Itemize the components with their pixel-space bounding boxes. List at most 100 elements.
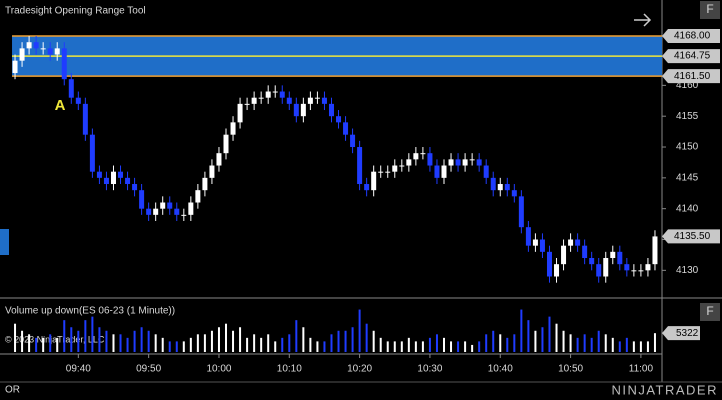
volume-bar [351, 327, 354, 352]
candle-body [230, 122, 236, 135]
volume-bar [365, 323, 368, 352]
candle [237, 97, 243, 129]
volume-bar [21, 330, 24, 352]
candle-body [244, 103, 250, 105]
side-tab[interactable] [0, 229, 9, 255]
volume-bar [611, 337, 614, 352]
candle [378, 165, 384, 178]
volume-bar [541, 327, 544, 352]
candle [75, 91, 81, 111]
candle [314, 91, 320, 104]
candle-body [300, 103, 306, 117]
volume-bar [182, 341, 185, 352]
candle [26, 36, 32, 55]
candle [272, 85, 278, 98]
candle-body [125, 177, 131, 185]
volume-bar [534, 330, 537, 352]
candle [244, 97, 250, 111]
volume-bar [464, 341, 467, 352]
candle [181, 208, 187, 222]
volume-bar [513, 334, 516, 352]
candle-body [638, 270, 644, 272]
volume-bar [428, 337, 431, 352]
volume-bar [302, 327, 305, 352]
candle [343, 116, 349, 141]
candle-body [314, 97, 320, 99]
candle-body [539, 239, 545, 252]
button-f-label[interactable]: F [706, 2, 713, 16]
button-f-volume-label[interactable]: F [706, 304, 713, 318]
x-tick-label: 10:20 [347, 364, 372, 375]
x-tick-label: 09:50 [136, 364, 161, 375]
volume-bar [281, 337, 284, 352]
volume-bar [274, 341, 277, 352]
candle [427, 147, 433, 172]
candle-body [336, 116, 342, 123]
candle-body [399, 165, 405, 167]
candle-body [110, 171, 116, 185]
candle-body [47, 48, 53, 55]
candle-body [561, 245, 567, 265]
volume-bar [112, 334, 115, 352]
candle-body [385, 171, 391, 173]
candle [132, 177, 138, 197]
candle [511, 184, 517, 203]
candle-body [40, 48, 46, 50]
copyright: © 2023 NinjaTrader, LLC [5, 334, 105, 344]
volume-bar [555, 323, 558, 352]
volume-bar [189, 337, 192, 352]
annotation: A [55, 97, 66, 114]
volume-bar [232, 330, 235, 352]
candle [490, 171, 496, 197]
candle [448, 153, 454, 172]
candle-body [603, 258, 609, 277]
candle [455, 153, 461, 172]
candle-body [631, 270, 637, 272]
candle [631, 264, 637, 277]
candle [518, 190, 524, 234]
candle-body [420, 153, 426, 155]
candle [40, 42, 46, 55]
candle [561, 239, 567, 271]
candle [483, 159, 489, 185]
volume-bar [548, 316, 551, 352]
candle-body [596, 264, 602, 277]
volume-bar [372, 330, 375, 352]
candle-body [413, 153, 419, 160]
candle-body [343, 122, 349, 135]
y-tick-label: 4160 [676, 80, 699, 91]
candle-body [497, 184, 503, 191]
volume-bar [28, 334, 31, 352]
volume-bar [35, 337, 38, 352]
candle [469, 153, 475, 166]
candle [110, 165, 116, 191]
candle-body [209, 165, 215, 178]
candle-body [462, 159, 468, 166]
price-tag [662, 229, 720, 244]
candle [610, 245, 616, 265]
candle-body [223, 134, 229, 154]
candle [89, 128, 95, 178]
volume-bar [400, 341, 403, 352]
volume-bar [196, 334, 199, 352]
volume-bar [147, 330, 150, 352]
candle [336, 110, 342, 129]
plot-layer: 413041354140414541504155416009:4009:5010… [5, 29, 720, 375]
candle-body [153, 208, 159, 215]
candle [596, 258, 602, 283]
button-f[interactable] [700, 1, 720, 19]
candle [174, 202, 180, 222]
candle-body [546, 251, 552, 277]
candle-body [455, 159, 461, 166]
candle-body [441, 165, 447, 178]
nav-arrow[interactable] [634, 13, 652, 27]
volume-tag-label: 5322 [676, 328, 699, 339]
volume-bar [225, 323, 227, 352]
volume-bar [239, 327, 242, 352]
candle-body [61, 48, 67, 80]
candle [539, 233, 545, 259]
candle-body [371, 171, 377, 191]
candle [525, 221, 531, 252]
candle-body [483, 165, 489, 178]
button-f-volume[interactable] [700, 303, 720, 321]
